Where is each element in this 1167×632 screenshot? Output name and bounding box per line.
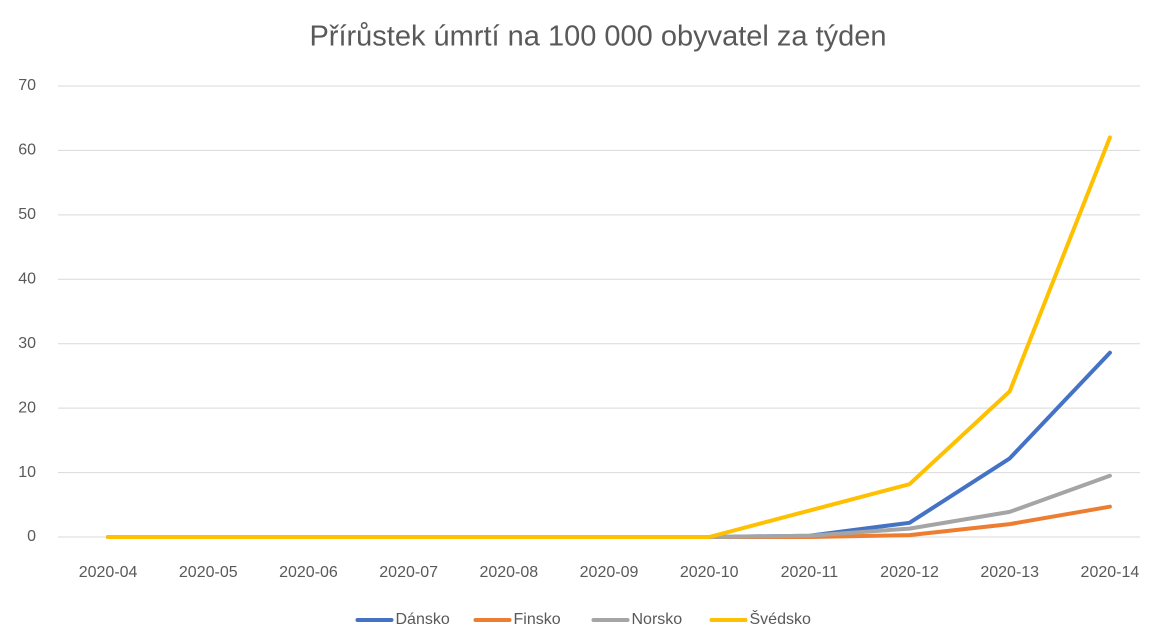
y-tick-label: 30 (18, 335, 36, 352)
y-tick-label: 0 (27, 528, 36, 545)
chart-title: Přírůstek úmrtí na 100 000 obyvatel za t… (309, 21, 886, 53)
series-line (106, 135, 1112, 539)
x-tick-label: 2020-12 (880, 564, 939, 581)
x-tick-label: 2020-08 (479, 564, 538, 581)
series-line (106, 350, 1112, 539)
y-tick-label: 70 (18, 77, 36, 94)
x-tick-label: 2020-13 (980, 564, 1039, 581)
x-tick-label: 2020-09 (580, 564, 639, 581)
legend-label: Dánsko (396, 611, 450, 628)
y-tick-label: 40 (18, 271, 36, 288)
x-tick-label: 2020-04 (79, 564, 138, 581)
y-tick-label: 50 (18, 206, 36, 223)
y-tick-label: 10 (18, 464, 36, 481)
x-tick-label: 2020-05 (179, 564, 238, 581)
x-tick-label: 2020-07 (379, 564, 438, 581)
y-tick-label: 60 (18, 142, 36, 159)
x-tick-label: 2020-14 (1081, 564, 1140, 581)
legend-label: Norsko (632, 611, 683, 628)
x-tick-label: 2020-06 (279, 564, 338, 581)
y-tick-label: 20 (18, 399, 36, 416)
legend-label: Švédsko (750, 609, 811, 628)
x-tick-label: 2020-10 (680, 564, 739, 581)
legend-label: Finsko (514, 611, 561, 628)
x-tick-label: 2020-11 (781, 564, 839, 581)
